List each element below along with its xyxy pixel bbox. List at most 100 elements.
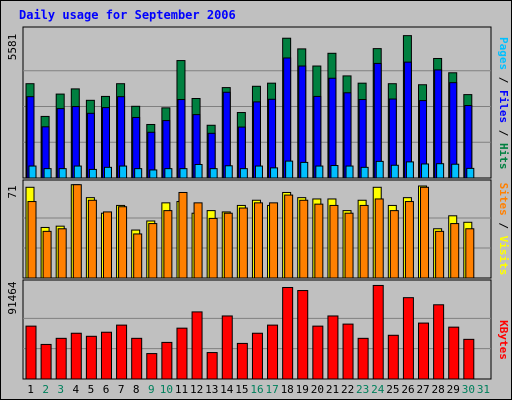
kbytes-bar xyxy=(146,353,158,380)
kbytes-bar xyxy=(342,323,354,380)
day-label: 6 xyxy=(102,383,110,396)
day-label: 10 xyxy=(159,383,174,396)
hits-files-pages-plot xyxy=(22,26,492,179)
day-label: 12 xyxy=(189,383,204,396)
day-label: 21 xyxy=(325,383,340,396)
sites-bar xyxy=(314,203,324,279)
sites-bar xyxy=(178,191,188,279)
sites-bar xyxy=(27,201,37,279)
day-label: 3 xyxy=(57,383,65,396)
sites-bar xyxy=(57,228,67,279)
pages-bar xyxy=(88,168,97,179)
legend-part: / xyxy=(497,215,510,236)
sites-bar xyxy=(435,230,445,279)
sites-bar xyxy=(269,202,279,279)
legend-part: Files xyxy=(497,90,510,124)
sites-bar xyxy=(102,211,112,279)
day-label: 18 xyxy=(280,383,294,396)
pages-bar xyxy=(285,160,294,179)
pages-bar xyxy=(330,165,339,179)
kbytes-ymax-label: 91464 xyxy=(6,281,19,315)
pages-bar xyxy=(345,165,354,179)
files-bar xyxy=(56,108,65,179)
kbytes-bar xyxy=(282,286,294,380)
sites-bar xyxy=(42,230,52,279)
kbytes-bar xyxy=(297,290,309,380)
pages-bar xyxy=(451,163,460,179)
pages-bar xyxy=(360,166,369,179)
day-label: 31 xyxy=(476,383,491,396)
sites-bar xyxy=(72,184,82,279)
legend-part: / xyxy=(497,123,510,143)
kbytes-bar xyxy=(357,337,369,380)
sites-bar xyxy=(374,198,384,279)
pages-bar xyxy=(58,168,67,179)
hits-files-pages-panel xyxy=(22,26,492,179)
files-bar xyxy=(177,99,186,179)
kbytes-bar xyxy=(251,332,263,380)
sites-bar xyxy=(193,202,203,279)
legend-part: Sites xyxy=(497,182,510,216)
files-bar xyxy=(434,69,443,179)
day-label: 15 xyxy=(235,383,249,396)
kbytes-bar xyxy=(267,324,279,380)
pages-bar xyxy=(224,165,233,179)
day-label: 14 xyxy=(220,383,234,396)
sites-bar xyxy=(284,194,294,279)
day-label: 11 xyxy=(174,383,189,396)
sites-bar xyxy=(238,207,248,279)
sites-legend-label: Sites / Visits xyxy=(496,179,510,279)
files-bar xyxy=(449,82,458,179)
kbytes-bar xyxy=(161,341,173,380)
day-label: 26 xyxy=(401,383,415,396)
sites-visits-plot xyxy=(22,179,492,279)
kbytes-bar xyxy=(55,337,67,380)
files-bar xyxy=(328,77,337,179)
kbytes-bar xyxy=(40,343,52,380)
day-label: 16 xyxy=(250,383,264,396)
legend-part: / xyxy=(497,70,510,90)
hits-ymax-label: 5581 xyxy=(6,33,19,61)
pages-bar xyxy=(179,168,188,179)
day-label: 19 xyxy=(295,383,309,396)
files-bar xyxy=(283,57,292,179)
pages-bar xyxy=(421,163,430,179)
files-bar xyxy=(403,61,412,179)
kbytes-bar xyxy=(463,338,475,380)
kbytes-bar xyxy=(85,335,97,380)
day-label: 13 xyxy=(205,383,219,396)
pages-bar xyxy=(164,168,173,179)
day-label: 25 xyxy=(386,383,400,396)
kbytes-bar xyxy=(402,297,414,380)
day-label: 1 xyxy=(27,383,34,396)
files-bar xyxy=(358,99,367,179)
pages-bar xyxy=(239,168,248,179)
day-label: 4 xyxy=(72,383,80,396)
kbytes-bar xyxy=(176,327,188,380)
pages-bar xyxy=(390,164,399,179)
files-bar xyxy=(268,98,277,179)
pages-bar xyxy=(315,165,324,179)
files-bar xyxy=(222,91,231,179)
kbytes-bar xyxy=(372,284,384,380)
sites-bar xyxy=(253,202,263,279)
sites-bar xyxy=(420,186,430,279)
sites-bar xyxy=(163,210,173,279)
sites-bar xyxy=(299,199,309,279)
kbytes-bar xyxy=(131,337,143,380)
sites-bar xyxy=(344,212,354,279)
day-label: 9 xyxy=(148,383,155,396)
kbytes-bar xyxy=(236,342,248,380)
day-label: 29 xyxy=(446,383,460,396)
chart-title: Daily usage for September 2006 xyxy=(19,8,236,22)
kbytes-bar xyxy=(448,326,460,380)
pages-bar xyxy=(300,161,309,179)
pages-bar xyxy=(436,163,445,179)
kbytes-bar xyxy=(100,331,112,380)
day-label: 2 xyxy=(42,383,49,396)
day-label: 8 xyxy=(132,383,140,396)
day-label: 5 xyxy=(87,383,95,396)
sites-bar xyxy=(118,206,128,279)
files-bar xyxy=(373,62,382,179)
